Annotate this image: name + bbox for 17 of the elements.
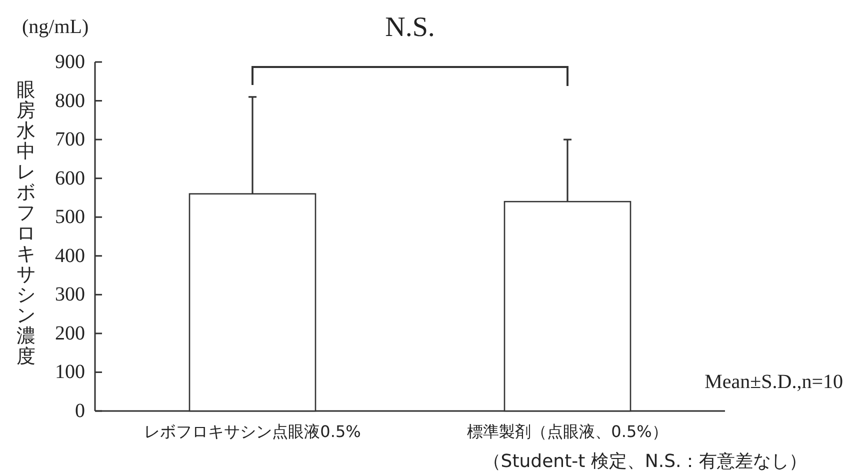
y-tick-label: 900 — [55, 51, 85, 73]
y-tick-label: 400 — [55, 244, 85, 267]
text: (ng/mL) — [22, 16, 89, 38]
y-tick-label: 600 — [55, 167, 85, 190]
annotation: Mean±S.D.,n=10 — [704, 371, 843, 393]
text: N.S. — [385, 12, 435, 43]
y-tick-label: 500 — [55, 206, 85, 228]
text: 眼房水中レボフロキサシン濃度 — [16, 79, 36, 368]
y-tick-label: 800 — [55, 90, 85, 112]
x-tick-label: レボフロキサシン点眼液0.5% — [144, 422, 361, 441]
text: （Student-t 検定、N.S.：有意差なし） — [482, 451, 808, 472]
y-tick-label: 200 — [55, 322, 85, 344]
y-tick-label: 700 — [55, 128, 85, 151]
y-tick-label: 0 — [75, 400, 85, 422]
x-tick-label: 標準製剤（点眼液、0.5%） — [467, 422, 668, 441]
y-tick-label: 300 — [55, 284, 85, 306]
y-tick-label: 100 — [55, 361, 85, 384]
